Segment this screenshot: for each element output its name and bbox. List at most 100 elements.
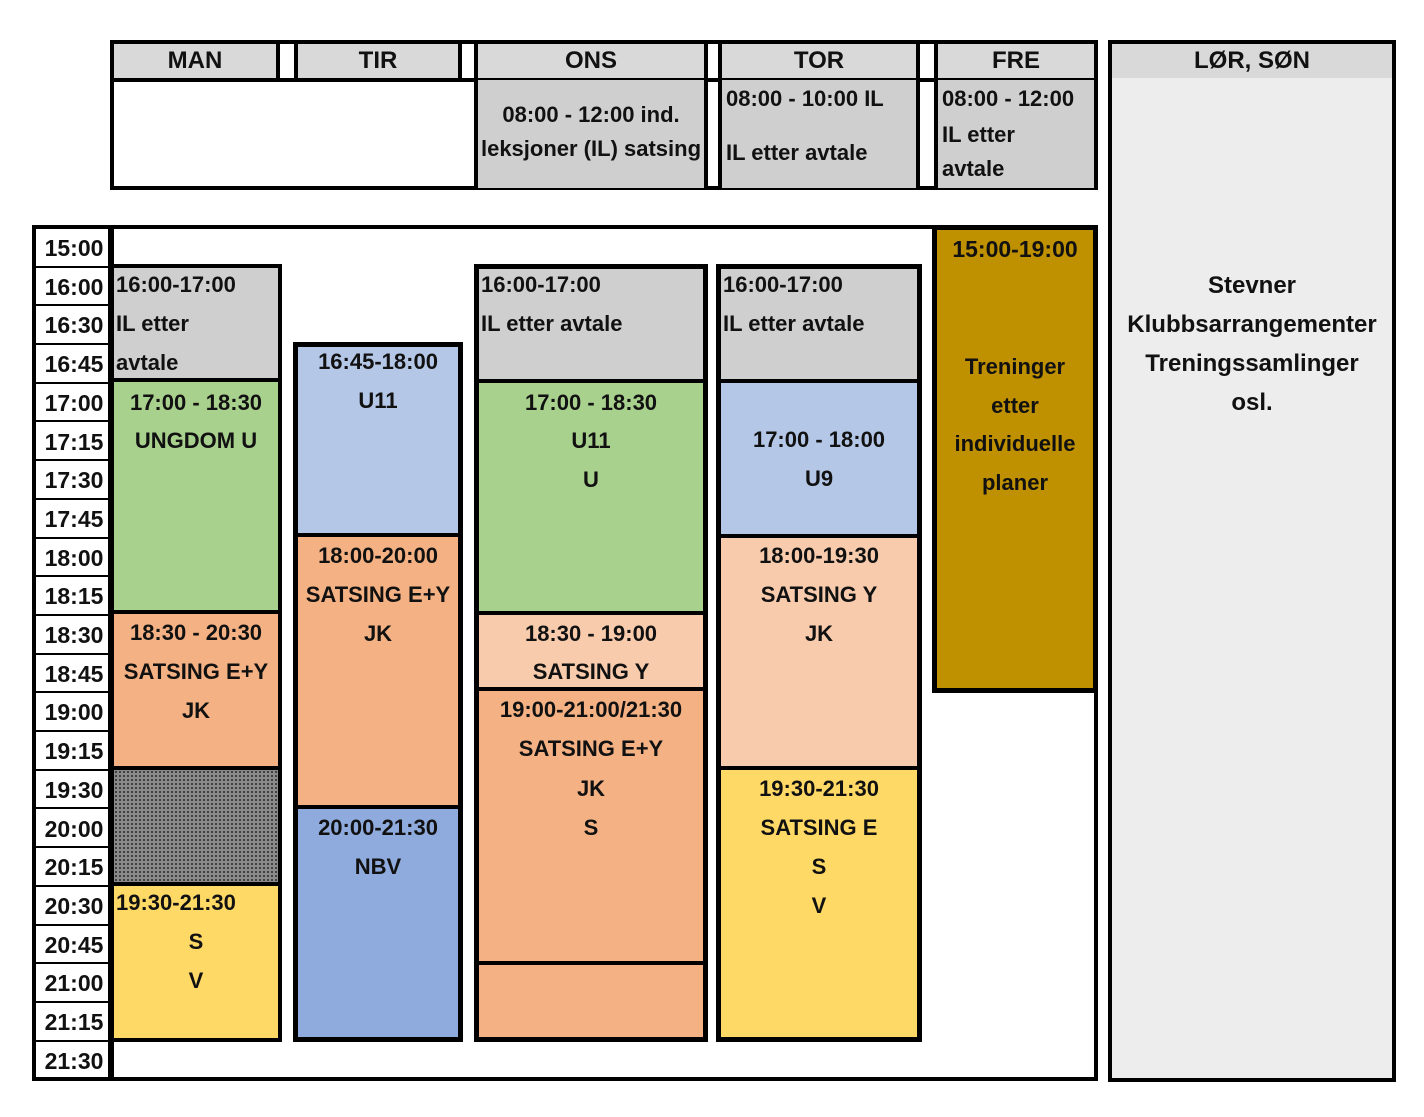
- time-label: 18:15: [36, 577, 112, 616]
- header-gap: [462, 40, 474, 82]
- block-line: 17:00 - 18:30: [129, 390, 263, 415]
- time-label: 16:00: [36, 268, 112, 307]
- block-line: 19:00-21:00/21:30: [499, 697, 683, 722]
- day-header-tor: TOR: [718, 40, 920, 82]
- block-line: IL etter avtale: [723, 311, 865, 336]
- morning-fre-line-2: IL etter: [942, 122, 1015, 147]
- time-label: 18:45: [36, 655, 112, 694]
- time-label: 17:30: [36, 461, 112, 500]
- block-line: JK: [363, 621, 393, 646]
- morning-block-ons: 08:00 - 12:00 ind. leksjoner (IL) satsin…: [474, 80, 708, 188]
- morning-tor-line-1: 08:00 - 10:00 IL: [726, 86, 884, 111]
- block-line: SATSING Y: [532, 659, 650, 684]
- morning-fre-line-1: 08:00 - 12:00: [942, 86, 1075, 111]
- block-line: JK: [181, 698, 211, 723]
- block-line: S: [583, 815, 599, 840]
- block-tir-nbv: 20:00-21:30 NBV: [298, 809, 458, 1037]
- block-line: 18:00-20:00: [318, 543, 438, 568]
- block-line: NBV: [354, 854, 402, 879]
- block-line: 18:30 - 20:30: [129, 620, 263, 645]
- block-line: U9: [804, 466, 834, 491]
- morning-fre-line-3: avtale: [942, 156, 1005, 181]
- morning-block-tor: 08:00 - 10:00 IL IL etter avtale: [718, 80, 920, 188]
- block-line: 16:00-17:00: [723, 272, 843, 297]
- day-header-tir: TIR: [294, 40, 462, 82]
- block-tor-u9: 17:00 - 18:00 U9: [721, 383, 917, 538]
- time-label: 19:15: [36, 732, 112, 771]
- block-line: 18:30 - 19:00: [524, 621, 658, 646]
- day-header-man: MAN: [110, 40, 280, 82]
- block-line: SATSING E+Y: [123, 659, 269, 684]
- block-line: 17:00 - 18:30: [524, 390, 658, 415]
- day-header-weekend: LØR, SØN: [1108, 40, 1396, 82]
- time-label: 15:00: [36, 229, 112, 268]
- block-man-il: 16:00-17:00 IL etter avtale: [114, 268, 278, 382]
- block-line: 19:30-21:30: [759, 776, 879, 801]
- block-line: planer: [981, 470, 1049, 495]
- block-man-ungdom: 17:00 - 18:30 UNGDOM U: [114, 382, 278, 614]
- time-label: 17:15: [36, 423, 112, 462]
- time-label: 17:45: [36, 500, 112, 539]
- block-line: etter: [991, 393, 1039, 418]
- block-line: S: [188, 929, 204, 954]
- block-line: U: [583, 467, 599, 492]
- block-line: 15:00-19:00: [952, 236, 1078, 262]
- block-line: SATSING Y: [760, 582, 878, 607]
- block-line: UNGDOM U: [134, 428, 258, 453]
- time-label: 20:30: [36, 887, 112, 926]
- day-header-fre: FRE: [934, 40, 1098, 82]
- block-man-late: 19:30-21:30 S V: [114, 886, 278, 1038]
- block-line: JK: [576, 776, 606, 801]
- block-ons-il: 16:00-17:00 IL etter avtale: [479, 269, 703, 383]
- time-label: 18:00: [36, 539, 112, 578]
- time-label: 21:15: [36, 1003, 112, 1042]
- weekend-line-1: Stevner: [1207, 272, 1297, 299]
- morning-block-fre: 08:00 - 12:00 IL etter avtale: [934, 80, 1098, 188]
- block-fre-treninger: 15:00-19:00 Treninger etter individuelle…: [932, 225, 1098, 693]
- block-tir-u11: 16:45-18:00 U11: [298, 347, 458, 537]
- block-ons-u11: 17:00 - 18:30 U11 U: [479, 383, 703, 615]
- block-line: 16:00-17:00: [116, 272, 236, 297]
- time-label: 16:30: [36, 306, 112, 346]
- block-line: SATSING E+Y: [518, 736, 664, 761]
- block-line: Treninger: [964, 354, 1066, 379]
- block-line: U11: [571, 428, 611, 453]
- block-line: 20:00-21:30: [318, 815, 438, 840]
- block-tir-satsing: 18:00-20:00 SATSING E+Y JK: [298, 537, 458, 809]
- block-line: U11: [358, 388, 398, 413]
- morning-ons-line-2: leksjoner (IL) satsing: [480, 136, 702, 161]
- block-man-pattern: [114, 770, 278, 886]
- block-line: V: [188, 968, 204, 993]
- time-label: 21:30: [44, 1047, 104, 1074]
- block-line: individuelle: [954, 431, 1076, 456]
- time-label: 20:45: [36, 926, 112, 965]
- block-line: SATSING E+Y: [305, 582, 451, 607]
- block-ons-satsing-ey: 19:00-21:00/21:30 SATSING E+Y JK S: [479, 691, 703, 965]
- block-line: S: [811, 854, 827, 879]
- time-label: 19:00: [36, 693, 112, 733]
- weekend-column: Stevner Klubbsarrangementer Treningssaml…: [1108, 78, 1396, 1082]
- time-label: 20:00: [36, 810, 112, 849]
- block-line: IL etter: [116, 311, 189, 336]
- time-column: 15:00 16:00 16:30 16:45 17:00 17:15 17:3…: [32, 225, 112, 1081]
- block-line: 17:00 - 18:00: [752, 427, 886, 452]
- block-line: V: [811, 893, 827, 918]
- morning-tor-line-2: IL etter avtale: [726, 140, 868, 165]
- block-man-satsing: 18:30 - 20:30 SATSING E+Y JK: [114, 614, 278, 770]
- block-tor-il: 16:00-17:00 IL etter avtale: [721, 269, 917, 383]
- time-label: 16:45: [36, 345, 112, 384]
- block-line: 19:30-21:30: [116, 890, 236, 915]
- time-label: 18:30: [36, 616, 112, 655]
- time-label: 21:00: [36, 964, 112, 1003]
- block-line: JK: [804, 621, 834, 646]
- time-label: 17:00: [36, 384, 112, 423]
- block-line: IL etter avtale: [481, 311, 623, 336]
- block-line: 16:45-18:00: [318, 349, 438, 374]
- time-label: 20:15: [36, 848, 112, 887]
- day-header-ons: ONS: [474, 40, 708, 82]
- block-line: avtale: [116, 350, 179, 375]
- header-gap: [920, 40, 934, 82]
- weekend-line-3: Treningssamlinger: [1145, 350, 1359, 377]
- block-ons-extension: [479, 965, 703, 1037]
- weekend-line-4: osl.: [1231, 389, 1273, 416]
